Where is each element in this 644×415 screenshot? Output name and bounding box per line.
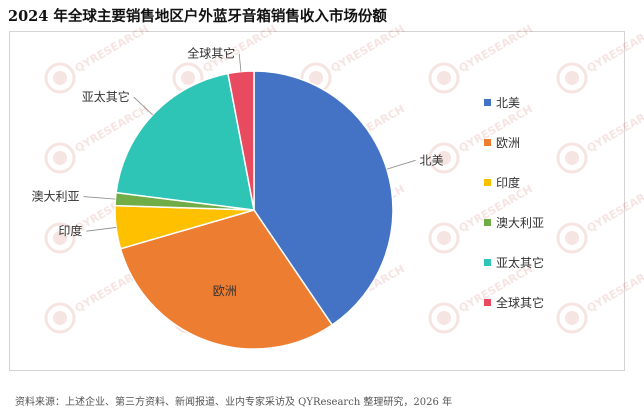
legend-swatch-1 (484, 139, 491, 146)
watermark: QYRESEARCH (556, 22, 644, 94)
pie-slice-4 (115, 72, 255, 211)
watermark-text: QYRESEARCH (457, 22, 535, 75)
legend-swatch-4 (484, 259, 491, 266)
watermark: QYRESEARCH (44, 22, 151, 94)
slice-label-4: 亚太其它 (82, 89, 130, 104)
watermark-text: QYRESEARCH (585, 262, 644, 315)
watermark: QYRESEARCH (556, 262, 644, 334)
pie-slice-1 (119, 209, 334, 350)
legend-label-3: 澳大利亚 (496, 216, 544, 230)
slice-label-1: 欧洲 (213, 284, 237, 298)
watermark-text: QYRESEARCH (585, 22, 644, 75)
watermark-text: QYRESEARCH (73, 22, 151, 75)
leader-line-0 (386, 159, 416, 170)
watermark: QYRESEARCH (428, 22, 535, 94)
legend-swatch-2 (484, 179, 491, 186)
slice-label-0: 北美 (420, 153, 444, 167)
leader-line-4 (133, 96, 153, 116)
legend-label-5: 全球其它 (496, 295, 544, 310)
watermark: QYRESEARCH (556, 102, 644, 174)
legend-label-4: 亚太其它 (496, 255, 544, 270)
watermark-text: QYRESEARCH (329, 22, 407, 75)
pie-slices (114, 70, 394, 350)
source-note: 资料来源：上述企业、第三方资料、新闻报道、业内专家采访及 QYResearch … (15, 397, 453, 408)
watermark-text: QYRESEARCH (585, 102, 644, 155)
pie-slice-0 (253, 70, 394, 327)
legend-swatch-3 (484, 219, 491, 226)
leader-line-3 (83, 196, 116, 200)
legend-label-1: 欧洲 (496, 136, 520, 150)
slice-label-2: 印度 (58, 223, 82, 238)
chart-title: 2024 年全球主要销售地区户外蓝牙音箱销售收入市场份额 (8, 8, 387, 25)
legend-label-2: 印度 (496, 175, 520, 190)
watermark: QYRESEARCH (556, 182, 644, 254)
slice-label-3: 澳大利亚 (32, 190, 80, 204)
leader-line-5 (238, 53, 242, 72)
legend-swatch-5 (484, 299, 491, 306)
leader-line-2 (86, 227, 117, 232)
slice-label-5: 全球其它 (187, 46, 235, 61)
watermark-text: QYRESEARCH (585, 182, 644, 235)
legend-label-0: 北美 (496, 96, 520, 110)
legend-swatch-0 (484, 99, 491, 106)
watermark: QYRESEARCH (300, 22, 407, 94)
leader-lines (83, 53, 416, 232)
